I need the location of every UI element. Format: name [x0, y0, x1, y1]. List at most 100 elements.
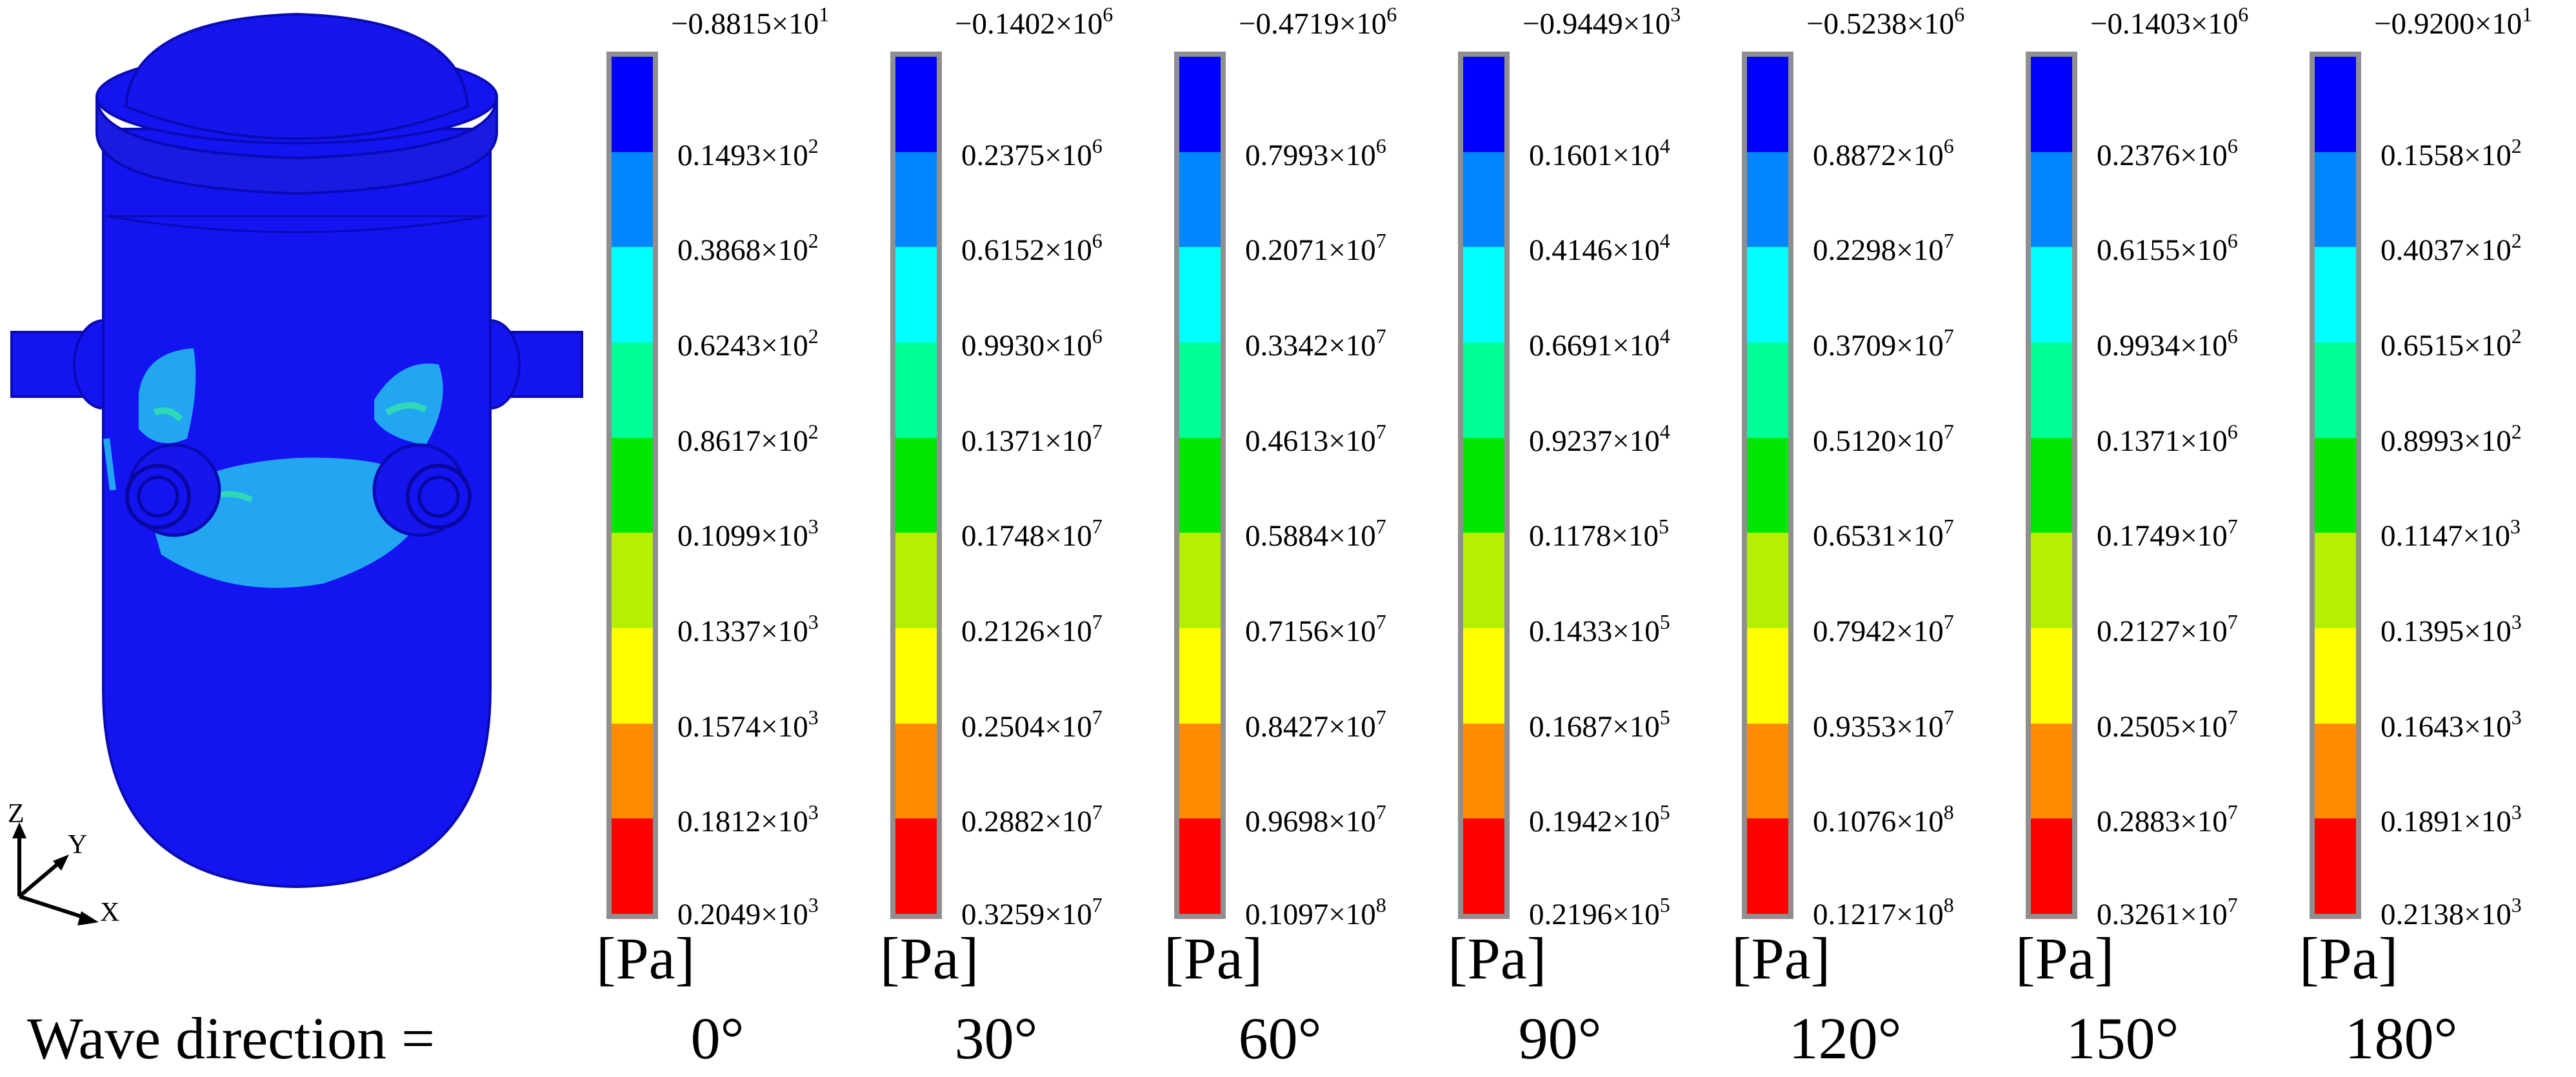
value-mantissa: 0.1433 — [1529, 615, 1613, 648]
value-exponent: 3 — [808, 515, 819, 538]
value-mantissa: 0.1395 — [2381, 615, 2464, 648]
value-exponent: 2 — [2511, 324, 2522, 348]
value-mantissa: 0.2196 — [1529, 898, 1613, 931]
value-mantissa: 0.9353 — [1813, 709, 1897, 744]
colorbar-segment — [2315, 818, 2356, 914]
value-mantissa: 0.2882 — [961, 805, 1045, 839]
value-mantissa: 0.2071 — [1245, 233, 1329, 268]
colorbar-value-label: 0.1076×108 — [1813, 800, 1954, 839]
value-exponent: 5 — [1659, 705, 1670, 729]
value-mantissa: 0.1558 — [2381, 138, 2464, 172]
colorbar-segment — [1747, 152, 1788, 248]
colorbar-value-label: 0.2049×103 — [677, 893, 819, 931]
colorbar-value-label: −0.8815×101 — [671, 3, 830, 41]
value-mantissa: −0.1403 — [2090, 7, 2191, 41]
value-mantissa: 0.1942 — [1529, 805, 1613, 839]
value-mantissa: 0.4613 — [1245, 424, 1329, 458]
value-exponent: 7 — [1943, 419, 1954, 443]
value-mantissa: 0.4146 — [1529, 233, 1613, 268]
value-exponent: 8 — [1943, 893, 1954, 916]
colorbar-value-label: 0.2127×107 — [2097, 610, 2238, 648]
value-exponent: 7 — [1943, 705, 1954, 729]
colorbar-value-label: 0.2375×106 — [961, 133, 1103, 172]
colorbar-value-label: 0.5884×107 — [1245, 515, 1386, 553]
value-mantissa: 0.2138 — [2381, 898, 2464, 931]
colorbar-frame — [1458, 52, 1510, 919]
value-exponent: 3 — [2510, 515, 2521, 538]
value-mantissa: −0.5238 — [1806, 7, 1907, 41]
colorbar-value-label: 0.2505×107 — [2097, 705, 2238, 744]
colorbar-value-label: 0.3709×107 — [1813, 324, 1954, 362]
colorbar-value-label: 0.9698×107 — [1245, 800, 1386, 839]
colorbar-segment — [1463, 628, 1504, 724]
colorbar-value-label: 0.1147×103 — [2381, 515, 2521, 553]
colorbar-segment — [2315, 152, 2356, 248]
value-mantissa: 0.8993 — [2381, 424, 2464, 458]
colorbar-segment — [1179, 152, 1221, 248]
stress-patch-left — [139, 348, 196, 444]
value-mantissa: 0.9934 — [2097, 329, 2181, 362]
colorbar-segment — [895, 533, 937, 629]
colorbar-panel: −0.1402×106 0.2375×106 0.6152×106 0.9930×10… — [880, 0, 1174, 1006]
coordinate-axes — [12, 822, 99, 925]
colorbar-value-label: 0.1371×106 — [2097, 419, 2238, 458]
value-exponent: 5 — [1659, 893, 1670, 916]
value-exponent: 7 — [1943, 515, 1954, 538]
axis-z-label: Z — [8, 799, 25, 829]
value-mantissa: 0.2375 — [961, 138, 1045, 172]
colorbar-value-label: 0.6531×107 — [1813, 515, 1954, 553]
colorbar-segment — [612, 533, 653, 629]
value-exponent: 6 — [1954, 3, 1965, 26]
colorbar-value-label: 0.9934×106 — [2097, 324, 2238, 362]
colorbar-segment — [895, 152, 937, 248]
colorbar-segment — [2031, 152, 2072, 248]
colorbar-segment — [1747, 723, 1788, 819]
colorbar-value-label: 0.4037×102 — [2381, 229, 2522, 268]
unit-label: [Pa] — [596, 925, 695, 991]
value-exponent: 3 — [2511, 610, 2522, 633]
value-mantissa: 0.3709 — [1813, 329, 1897, 362]
value-mantissa: 0.8427 — [1245, 709, 1329, 744]
colorbar-value-label: 0.1942×105 — [1529, 800, 1670, 839]
colorbar-value-label: 0.8993×102 — [2381, 419, 2522, 458]
colorbar-value-label: 0.1097×108 — [1245, 893, 1386, 931]
colorbar-segment — [612, 818, 653, 914]
colorbar-value-label: 0.1337×103 — [677, 610, 819, 648]
value-exponent: 7 — [1375, 324, 1386, 348]
colorbar-segment — [612, 247, 653, 343]
value-mantissa: 0.4037 — [2381, 233, 2464, 268]
value-mantissa: −0.4719 — [1239, 7, 1339, 41]
colorbar-value-label: 0.9930×106 — [961, 324, 1103, 362]
value-mantissa: 0.2504 — [961, 709, 1045, 744]
value-mantissa: 0.7156 — [1245, 615, 1329, 648]
left-inlet-nozzle — [125, 443, 221, 537]
value-mantissa: −0.9200 — [2374, 7, 2475, 41]
unit-label: [Pa] — [2015, 925, 2115, 991]
value-exponent: 7 — [1943, 610, 1954, 633]
value-mantissa: 0.1076 — [1813, 805, 1897, 839]
colorbar-panel: −0.9449×103 0.1601×104 0.4146×104 0.6691×10… — [1448, 0, 1742, 1006]
colorbar-value-label: 0.3259×107 — [961, 893, 1103, 931]
colorbar-value-label: 0.2196×105 — [1529, 893, 1670, 931]
value-exponent: 6 — [2227, 419, 2238, 443]
colorbar-value-label: 0.8427×107 — [1245, 705, 1386, 744]
colorbar-segment — [612, 628, 653, 724]
colorbar-value-label: −0.5238×106 — [1806, 3, 1965, 41]
value-exponent: 6 — [1092, 229, 1103, 253]
colorbar-segment — [895, 57, 937, 153]
colorbar-value-label: 0.1748×107 — [961, 515, 1103, 553]
value-exponent: 3 — [1670, 3, 1681, 26]
colorbar-segment — [895, 247, 937, 343]
value-mantissa: 0.1337 — [677, 615, 761, 648]
colorbar-value-label: −0.9449×103 — [1523, 3, 1681, 41]
value-mantissa: 0.1748 — [961, 519, 1045, 553]
colorbar-segment — [2315, 437, 2356, 533]
value-exponent: 7 — [1943, 324, 1954, 348]
wave-direction-value: 180° — [2344, 1005, 2458, 1071]
value-exponent: 3 — [808, 800, 819, 824]
value-exponent: 6 — [2227, 133, 2238, 157]
value-mantissa: 0.9698 — [1245, 805, 1329, 839]
value-mantissa: 0.2883 — [2097, 805, 2181, 839]
value-mantissa: 0.2126 — [961, 615, 1045, 648]
vessel-flange — [95, 96, 498, 195]
